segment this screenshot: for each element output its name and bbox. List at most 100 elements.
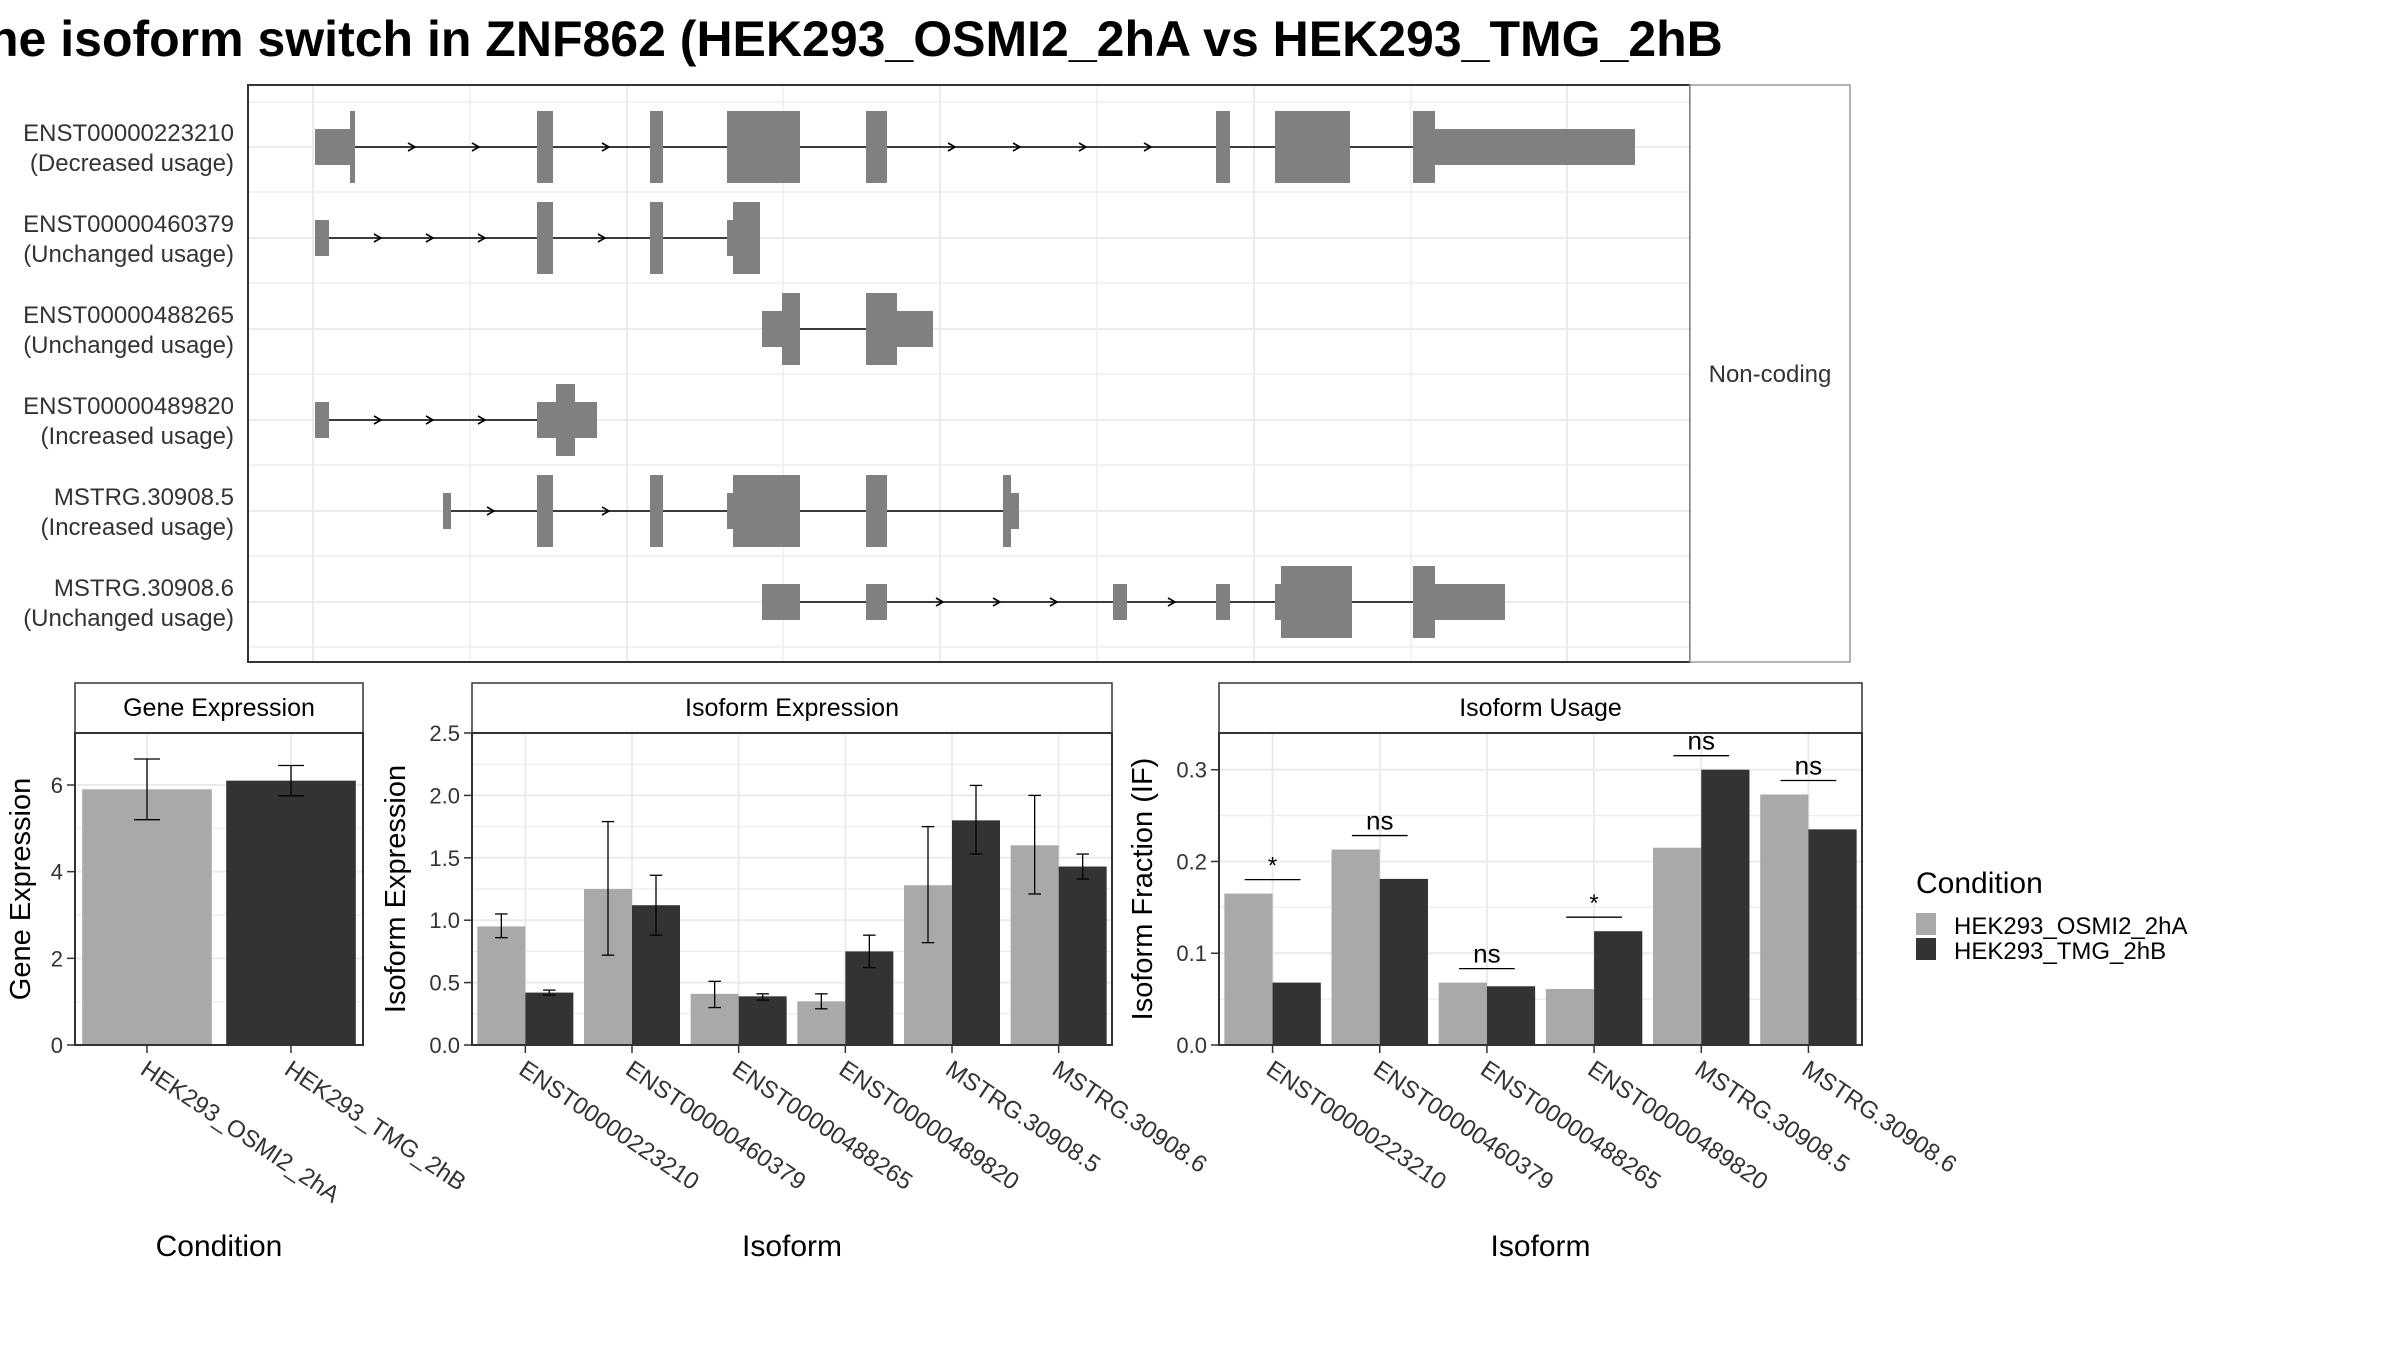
condition-legend: Condition HEK293_OSMI2_2hA HEK293_TMG_2h… xyxy=(1916,867,2187,965)
bar xyxy=(1058,866,1107,1045)
y-tick-label: 2.5 xyxy=(429,721,460,746)
y-tick-label: 4 xyxy=(51,860,63,885)
bar xyxy=(1224,893,1273,1045)
bar xyxy=(1272,982,1321,1045)
y-tick-label: 0.1 xyxy=(1176,941,1207,966)
panel-strip-title: Isoform Expression xyxy=(685,694,899,722)
significance-label: ns xyxy=(1795,750,1822,780)
transcript-direction-arrow xyxy=(1012,142,1022,152)
transcript-id-label: MSTRG.30908.6 xyxy=(54,575,234,602)
transcript-exon xyxy=(733,202,760,274)
transcript-id-label: MSTRG.30908.5 xyxy=(54,484,234,511)
transcript-structures xyxy=(315,111,1635,638)
transcript-id-label: ENST00000460379 xyxy=(23,211,234,238)
transcript-exon xyxy=(727,111,800,183)
y-tick-label: 1.0 xyxy=(429,908,460,933)
panel-strip xyxy=(74,682,364,734)
transcript-exon xyxy=(866,475,887,547)
transcript-exon xyxy=(650,202,663,274)
transcript-exon xyxy=(733,475,800,547)
bar xyxy=(1486,986,1536,1045)
transcript-direction-arrow xyxy=(1167,597,1177,607)
y-tick-label: 0.2 xyxy=(1176,849,1207,874)
transcript-exon xyxy=(897,311,933,347)
transcript-exon xyxy=(727,493,733,529)
transcript-exon xyxy=(1216,584,1230,620)
y-tick-label: 1.5 xyxy=(429,846,460,871)
panel-strip-title: Isoform Usage xyxy=(1459,694,1622,722)
legend-label-osmi2: HEK293_OSMI2_2hA xyxy=(1954,913,2187,940)
transcript-direction-arrow xyxy=(486,506,496,516)
legend-label-tmg: HEK293_TMG_2hB xyxy=(1954,938,2166,965)
transcript-exon xyxy=(866,111,887,183)
transcript-direction-arrow xyxy=(373,415,383,425)
transcript-direction-arrow xyxy=(601,142,611,152)
transcript-usage-label: (Increased usage) xyxy=(41,423,234,450)
panel-strip-title: Gene Expression xyxy=(123,694,315,722)
transcript-exon xyxy=(1275,111,1350,183)
y-tick-label: 0.5 xyxy=(429,971,460,996)
transcript-exon xyxy=(315,402,329,438)
significance-label: ns xyxy=(1688,726,1715,756)
coding-strip-label: Non-coding xyxy=(1709,361,1832,388)
x-axis-title: Isoform xyxy=(742,1230,842,1263)
transcript-id-label: ENST00000489820 xyxy=(23,393,234,420)
transcript-direction-arrow xyxy=(947,142,957,152)
transcript-exon xyxy=(537,111,553,183)
bar xyxy=(525,992,574,1045)
transcript-exon xyxy=(1413,111,1435,183)
transcript-exon xyxy=(1281,566,1352,638)
transcript-direction-arrow xyxy=(1049,597,1059,607)
transcript-exon xyxy=(1216,111,1230,183)
bar xyxy=(1653,847,1702,1045)
transcript-direction-arrow xyxy=(935,597,945,607)
transcript-exon xyxy=(315,220,329,256)
transcript-direction-arrow xyxy=(471,142,481,152)
transcript-direction-arrow xyxy=(373,233,383,243)
bar xyxy=(1379,878,1428,1045)
transcript-usage-label: (Increased usage) xyxy=(41,514,234,541)
y-tick-label: 2.0 xyxy=(429,783,460,808)
transcript-exon xyxy=(650,111,663,183)
transcript-direction-arrow xyxy=(425,415,435,425)
transcript-direction-arrow xyxy=(1143,142,1153,152)
transcript-direction-arrow xyxy=(992,597,1002,607)
transcript-exon xyxy=(1113,584,1127,620)
transcript-exon xyxy=(866,293,897,365)
y-tick-label: 0.0 xyxy=(429,1033,460,1058)
y-tick-label: 0.3 xyxy=(1176,758,1207,783)
transcript-exon xyxy=(1003,475,1011,547)
bar xyxy=(1760,794,1809,1045)
transcript-direction-arrow xyxy=(407,142,417,152)
bar xyxy=(477,926,526,1045)
transcript-id-label: ENST00000223210 xyxy=(23,120,234,147)
transcript-direction-arrow xyxy=(1078,142,1088,152)
transcript-usage-label: (Unchanged usage) xyxy=(23,605,234,632)
transcript-exon xyxy=(1413,566,1435,638)
panel-border xyxy=(471,732,1113,1046)
bar xyxy=(1438,982,1487,1045)
transcript-exon xyxy=(866,584,887,620)
significance-label: * xyxy=(1589,890,1598,917)
transcript-direction-arrow xyxy=(601,506,611,516)
transcript-exon xyxy=(650,475,663,547)
significance-label: * xyxy=(1268,853,1277,880)
significance-label: ns xyxy=(1366,806,1393,836)
y-tick-label: 6 xyxy=(51,773,63,798)
transcript-exon xyxy=(537,402,556,438)
transcript-exon xyxy=(1275,584,1281,620)
figure-title: he isoform switch in ZNF862 (HEK293_OSMI… xyxy=(0,11,1723,67)
bar xyxy=(82,789,212,1045)
significance-label: ns xyxy=(1473,939,1500,969)
transcript-exon xyxy=(1011,493,1019,529)
legend-title: Condition xyxy=(1916,867,2043,900)
transcript-exon xyxy=(556,384,575,456)
bar xyxy=(1701,769,1750,1045)
bar xyxy=(226,780,356,1045)
bar xyxy=(1594,931,1643,1045)
legend-swatch-osmi2 xyxy=(1916,913,1936,935)
coding-strip xyxy=(1689,84,1851,663)
legend-swatch-tmg xyxy=(1916,938,1936,960)
y-tick-label: 2 xyxy=(51,946,63,971)
